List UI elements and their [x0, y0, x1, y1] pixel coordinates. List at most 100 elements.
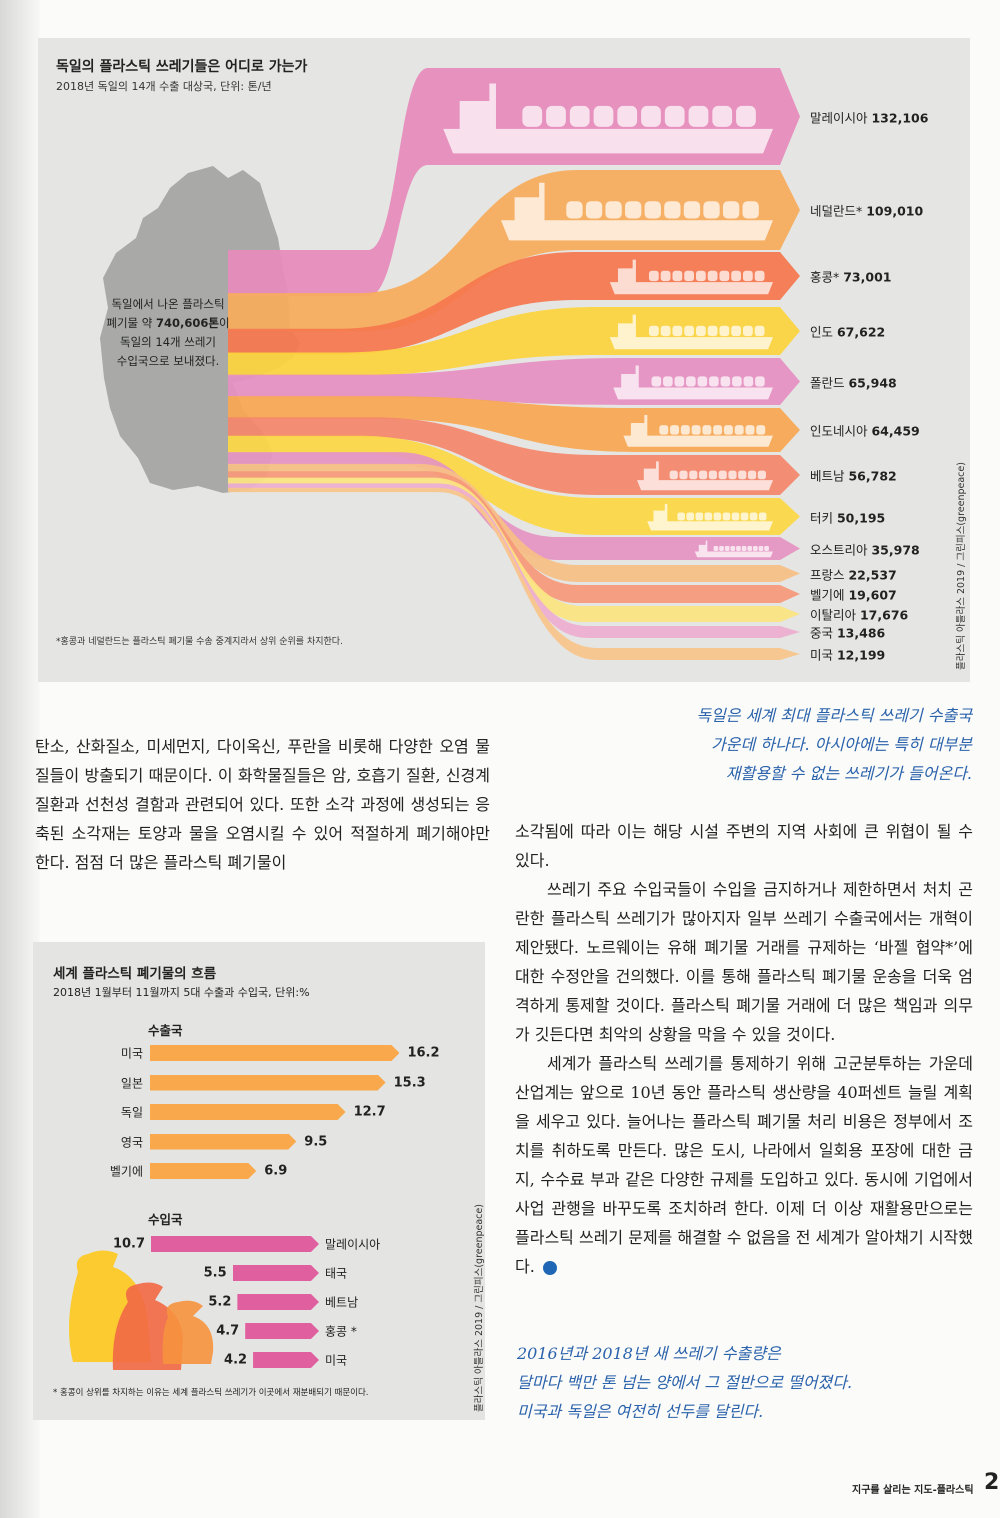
article-paragraph: 탄소, 산화질소, 미세먼지, 다이옥신, 푸란을 비롯해 다양한 오염 물질들…	[35, 737, 490, 872]
cargo-bag-icon	[713, 512, 722, 521]
country-name: 터키	[810, 510, 837, 525]
country-name: 이탈리아	[810, 607, 860, 623]
cargo-bag-icon	[672, 325, 683, 337]
country-name: 인도네시아	[810, 423, 872, 439]
quote-line: 독일은 세계 최대 플라스틱 쓰레기 수출국	[696, 706, 972, 725]
footer-section-title: 지구를 살리는 지도-플라스틱	[852, 1485, 974, 1496]
end-mark-icon	[542, 1260, 557, 1275]
cargo-bag-icon	[651, 376, 662, 387]
export-country-label: 독일	[120, 1105, 143, 1120]
cargo-bag-icon	[755, 376, 765, 387]
note-line: 독일에서 나온 플라스틱	[111, 297, 225, 311]
pull-quote-2: 2016년과 2018년 새 쓰레기 수출량은 달마다 백만 톤 넘는 양에서 …	[517, 1339, 852, 1426]
cargo-bag-icon	[741, 545, 747, 551]
export-section-title: 수출국	[148, 1023, 183, 1038]
cargo-bag-icon	[734, 425, 744, 435]
cargo-bag-icon	[569, 105, 590, 127]
flow-band-11	[228, 471, 800, 603]
cargo-bag-icon	[680, 425, 690, 435]
cargo-bag-icon	[648, 325, 659, 337]
cargo-bag-icon	[732, 376, 742, 387]
export-bar	[150, 1045, 399, 1061]
cargo-bag-icon	[641, 105, 661, 127]
cargo-bag-icon	[644, 201, 661, 219]
country-name: 홍콩*	[810, 269, 844, 285]
note-text: 이	[219, 316, 230, 330]
export-tonnage: 17,676	[859, 607, 909, 623]
export-country-label: 영국	[120, 1135, 143, 1149]
cargo-bag-icon	[686, 376, 696, 387]
cargo-bag-icon	[660, 325, 671, 337]
cargo-bag-icon	[747, 470, 757, 480]
cargo-bag-icon	[695, 325, 706, 337]
flow-band-12	[228, 477, 800, 622]
germany-map	[100, 166, 300, 493]
world-plastic-flow-chart: 세계 플라스틱 폐기물의 흐름 2018년 1월부터 11월까지 5대 수출과 …	[33, 942, 485, 1420]
export-tonnage: 67,622	[836, 324, 886, 340]
cargo-bag-icon	[617, 105, 638, 127]
export-value: 6.9	[264, 1163, 288, 1179]
cargo-bag-icon	[683, 201, 701, 219]
import-bar	[245, 1323, 319, 1339]
country-name: 미국	[810, 647, 837, 663]
export-bar	[150, 1104, 346, 1120]
cargo-bag-icon	[625, 201, 642, 219]
cargo-bag-icon	[743, 376, 754, 387]
export-tonnage: 64,459	[871, 423, 920, 439]
cargo-bag-icon	[722, 512, 731, 521]
cargo-ship-icon	[623, 415, 773, 447]
page-number: 29	[984, 1470, 1000, 1495]
quote-line: 달마다 백만 톤 넘는 양에서 그 절반으로 떨어졌다.	[517, 1373, 853, 1392]
import-value: 4.2	[224, 1352, 248, 1368]
country-name: 말레이시아	[810, 110, 872, 125]
country-name: 오스트리아	[810, 542, 872, 557]
export-tonnage: 13,486	[836, 625, 886, 641]
cargo-bag-icon	[758, 545, 764, 551]
germany-note: 독일에서 나온 플라스틱 폐기물 약 740,606톤이 독일의 14개 쓰레기…	[93, 295, 243, 371]
cargo-bag-icon	[730, 545, 736, 551]
cargo-bag-icon	[712, 105, 733, 127]
cargo-bag-icon	[740, 512, 749, 521]
quote-line: 가운데 하나다. 아시아에는 특히 대부분	[711, 735, 972, 754]
country-name: 폴란드	[810, 375, 849, 390]
country-name: 인도	[810, 324, 837, 340]
article-left-column: 탄소, 산화질소, 미세먼지, 다이옥신, 푸란을 비롯해 다양한 오염 물질들…	[35, 732, 490, 877]
cargo-bag-icon	[585, 201, 603, 219]
cargo-ship-icon	[609, 314, 773, 350]
infographic-title: 독일의 플라스틱 쓰레기들은 어디로 가는가	[56, 59, 308, 75]
destination-label: 오스트리아 35,978	[810, 539, 920, 558]
destination-label: 홍콩* 73,001	[810, 267, 891, 286]
export-tonnage: 65,948	[848, 375, 897, 390]
country-name: 베트남	[810, 468, 849, 484]
destination-label: 말레이시아 132,106	[810, 107, 928, 126]
cargo-bag-icon	[663, 376, 673, 387]
cargo-bag-icon	[731, 512, 740, 521]
cargo-bag-icon	[728, 470, 737, 480]
cargo-bag-icon	[605, 201, 622, 219]
cargo-bag-icon	[707, 325, 718, 337]
cargo-bag-icon	[709, 376, 719, 387]
flow-band-4	[228, 307, 800, 377]
article-paragraph: 세계가 플라스틱 쓰레기를 통제하기 위해 고군분투하는 가운데 산업계는 앞으…	[515, 1049, 973, 1281]
cargo-bag-icon	[719, 270, 730, 282]
cargo-bag-icon	[703, 201, 720, 219]
cargo-bag-icon	[684, 270, 695, 282]
note-line: 수입국으로 보내졌다.	[116, 354, 220, 368]
cargo-bag-icon	[688, 105, 709, 127]
chart-title: 세계 플라스틱 폐기물의 흐름	[53, 966, 217, 982]
import-value: 5.2	[208, 1294, 232, 1310]
cargo-bag-icon	[736, 545, 741, 551]
export-country-label: 일본	[120, 1076, 143, 1090]
cargo-bag-icon	[702, 425, 712, 435]
import-country-label: 말레이시아	[325, 1237, 381, 1252]
cargo-ship-icon	[501, 182, 773, 241]
germany-export-infographic: 독일의 플라스틱 쓰레기들은 어디로 가는가 2018년 독일의 14개 수출 …	[38, 38, 970, 682]
destination-label: 벨기에 19,607	[810, 585, 897, 604]
export-bar	[150, 1134, 296, 1150]
import-bar	[237, 1294, 319, 1310]
import-bar	[253, 1352, 319, 1368]
cargo-ship-icon	[443, 83, 773, 154]
export-bar	[150, 1163, 256, 1179]
destination-label: 네덜란드* 109,010	[810, 201, 923, 220]
cargo-bag-icon	[731, 325, 742, 337]
